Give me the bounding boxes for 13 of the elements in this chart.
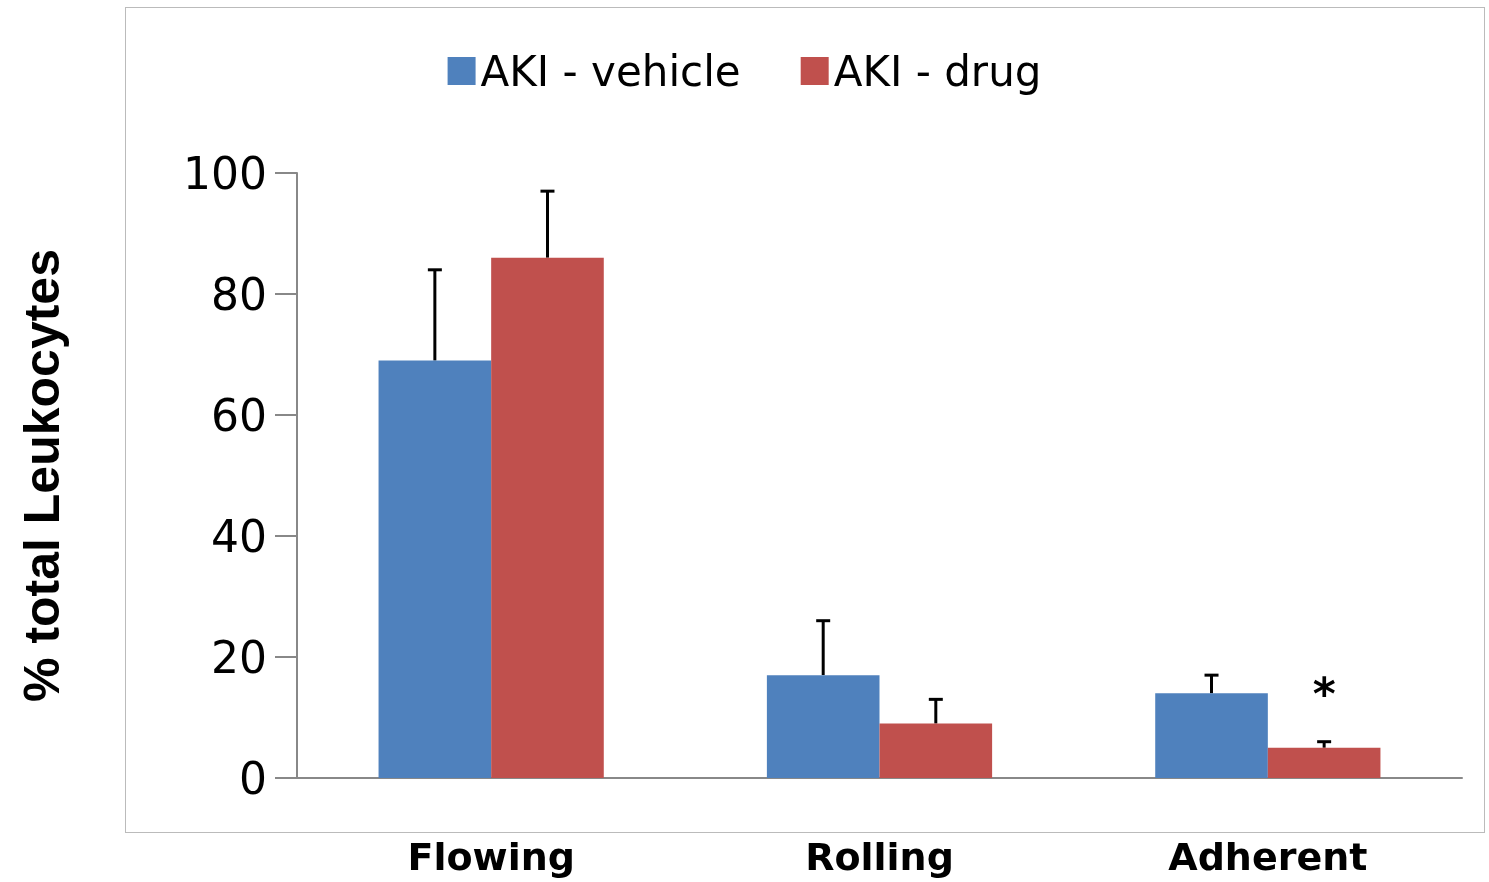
y-tick-label: 0 — [239, 752, 267, 804]
annotation: * — [1312, 667, 1336, 719]
x-tick-label: Rolling — [805, 835, 954, 879]
y-tick-label: 80 — [211, 268, 267, 320]
x-tick-label: Adherent — [1168, 835, 1368, 879]
x-tick-label: Flowing — [407, 835, 575, 879]
y-tick-label: 40 — [211, 510, 267, 562]
y-tick-label: 100 — [183, 147, 267, 199]
y-tick-label: 20 — [211, 631, 267, 683]
y-tick-label: 60 — [211, 389, 267, 441]
legend-label: AKI - vehicle — [480, 46, 741, 96]
y-axis-title: % total Leukocytes — [14, 249, 70, 702]
legend-label: AKI - drug — [833, 46, 1042, 96]
